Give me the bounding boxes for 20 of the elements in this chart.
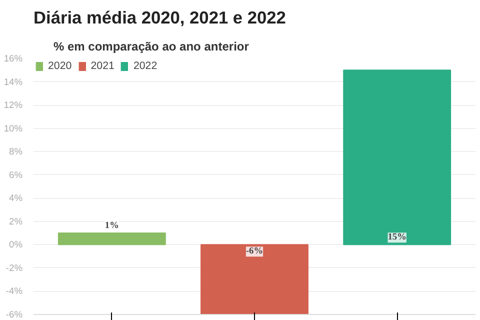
y-tick-label: 14% xyxy=(4,76,22,87)
y-tick-label: 2% xyxy=(9,216,22,226)
y-tick-label: 0% xyxy=(9,240,22,250)
data-label: 15% xyxy=(388,232,406,243)
legend-label: 2021 xyxy=(90,60,114,72)
y-tick-label: 6% xyxy=(9,170,22,180)
data-label: 1% xyxy=(104,221,119,232)
y-tick-label: 12% xyxy=(4,100,22,110)
y-tick-label: 16% xyxy=(4,54,22,64)
y-tick-label: -4% xyxy=(6,286,23,296)
y-tick-label: -6% xyxy=(6,310,23,320)
chart-subtitle: % em comparação ao ano anterior xyxy=(54,40,250,54)
y-tick-label: 10% xyxy=(4,123,22,134)
legend-label: 2022 xyxy=(133,60,158,72)
chart-title: Diária média 2020, 2021 e 2022 xyxy=(34,8,286,28)
y-tick-label: 8% xyxy=(9,146,22,157)
data-label: -6% xyxy=(246,246,264,257)
y-tick-label: -2% xyxy=(6,262,23,273)
legend-label: 2020 xyxy=(48,60,72,72)
y-tick-label: 4% xyxy=(9,193,22,204)
